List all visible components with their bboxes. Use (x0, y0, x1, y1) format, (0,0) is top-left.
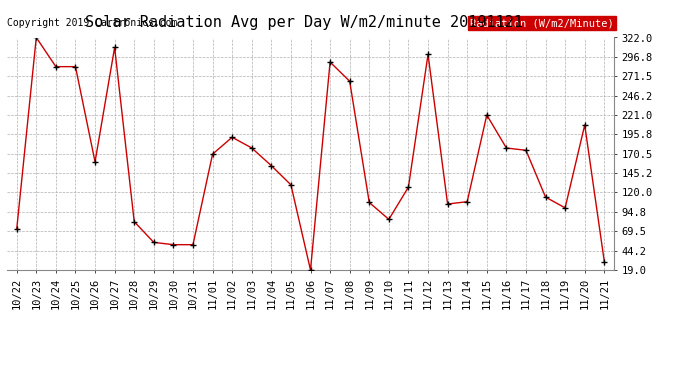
Text: Solar Radiation Avg per Day W/m2/minute 20191121: Solar Radiation Avg per Day W/m2/minute … (85, 15, 522, 30)
Text: Radiation (W/m2/Minute): Radiation (W/m2/Minute) (471, 18, 614, 28)
Text: Copyright 2019 Cartronics.com: Copyright 2019 Cartronics.com (7, 18, 177, 28)
